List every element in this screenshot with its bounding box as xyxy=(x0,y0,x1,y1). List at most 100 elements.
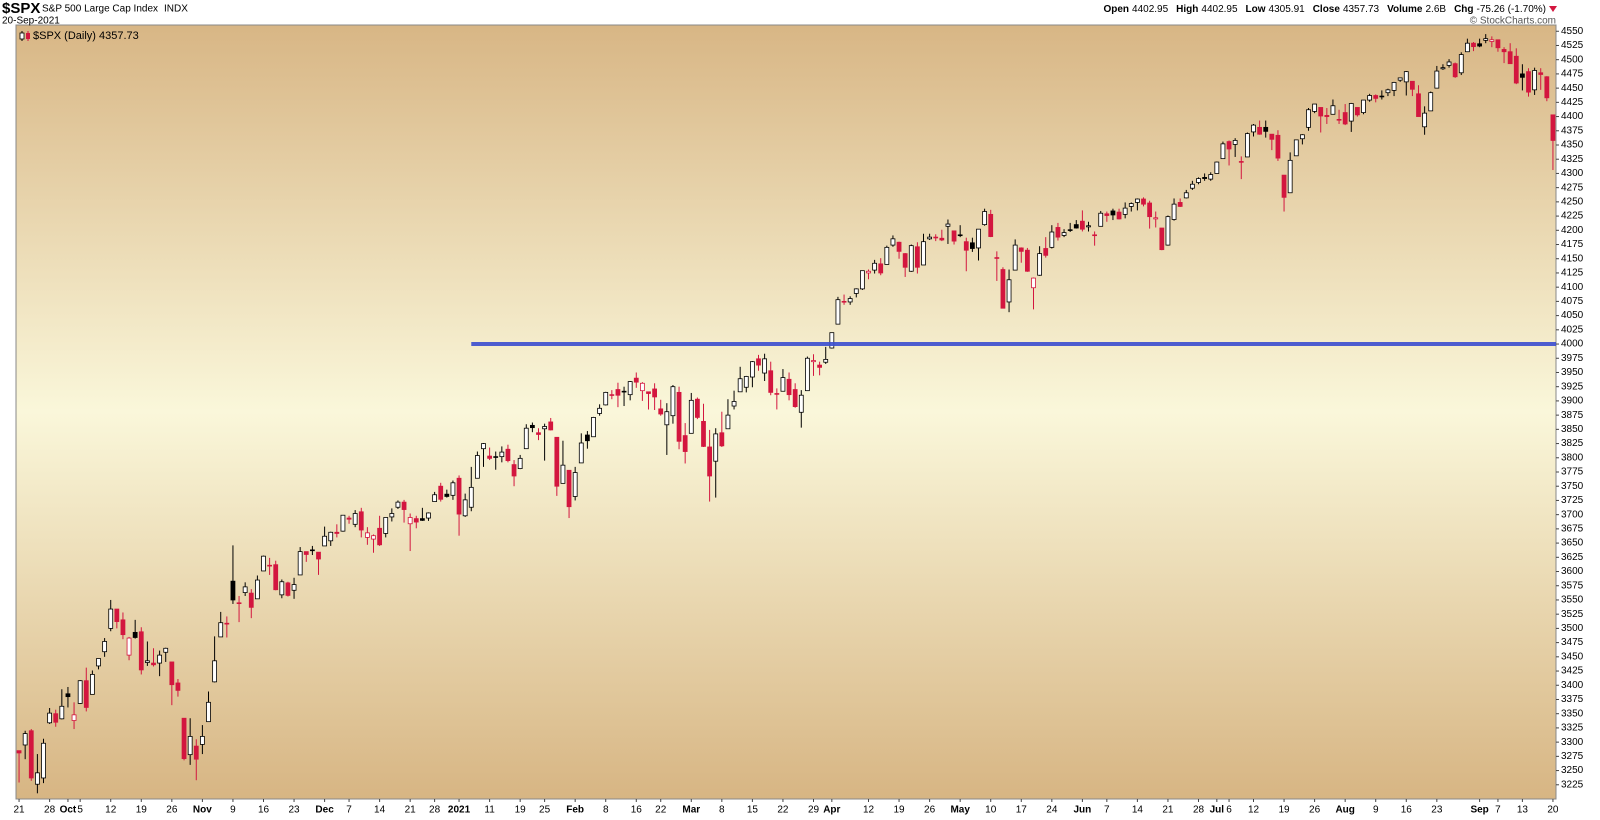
candle-body xyxy=(175,682,181,691)
y-tick-label: 4025 xyxy=(1561,324,1584,335)
candle-body xyxy=(248,592,254,608)
candle-body xyxy=(1202,177,1207,179)
y-tick-label: 4175 xyxy=(1561,239,1584,250)
candle-body xyxy=(450,482,456,496)
x-tick-label: 10 xyxy=(985,805,997,816)
x-tick-label: 11 xyxy=(484,805,495,816)
x-tick-label: 23 xyxy=(288,805,300,816)
x-tick-label: 17 xyxy=(1016,805,1028,816)
x-tick-label: Oct xyxy=(60,805,77,816)
candle-body xyxy=(1275,134,1281,159)
candle-body xyxy=(456,477,462,515)
candle-body xyxy=(1458,54,1464,74)
candle-body xyxy=(578,442,584,464)
candle-body xyxy=(627,381,633,396)
candle-body xyxy=(358,511,364,531)
y-tick-label: 3725 xyxy=(1561,495,1584,506)
x-tick-label: 2021 xyxy=(448,805,471,816)
candle-body xyxy=(774,393,780,395)
candle-body xyxy=(438,485,444,500)
candle-body xyxy=(1489,39,1495,42)
candle-body xyxy=(719,432,725,447)
x-tick-label: 22 xyxy=(777,805,789,816)
y-tick-label: 3350 xyxy=(1561,708,1584,719)
x-tick-label: Aug xyxy=(1335,805,1354,816)
candle-body xyxy=(1513,55,1519,84)
candle-body xyxy=(1116,211,1122,220)
candle-body xyxy=(1147,202,1152,218)
candle-body xyxy=(1257,126,1262,135)
y-tick-label: 3400 xyxy=(1561,680,1584,691)
candle-body xyxy=(413,518,419,523)
candle-body xyxy=(1061,232,1067,236)
candle-body xyxy=(1092,234,1097,237)
candle-body xyxy=(22,733,28,746)
x-tick-label: 21 xyxy=(405,805,417,816)
y-tick-label: 4125 xyxy=(1561,268,1584,279)
y-tick-label: 3650 xyxy=(1561,538,1584,549)
candle-body xyxy=(1043,248,1049,256)
y-tick-label: 4275 xyxy=(1561,182,1584,193)
x-tick-label: 25 xyxy=(539,805,551,816)
candle-body xyxy=(615,389,621,396)
candle-body xyxy=(1000,269,1006,309)
candle-body xyxy=(1226,141,1232,150)
candle-body xyxy=(96,658,101,667)
candle-body xyxy=(322,535,327,547)
quote-label: High xyxy=(1176,4,1198,15)
candle-body xyxy=(988,213,994,237)
candle-body xyxy=(1098,212,1104,227)
y-tick-label: 3950 xyxy=(1561,367,1584,378)
candle-body xyxy=(71,714,77,721)
candle-body xyxy=(982,211,987,226)
candle-body xyxy=(285,582,291,596)
y-tick-label: 4525 xyxy=(1561,40,1584,51)
symbol: $SPX xyxy=(2,0,40,17)
candle-body xyxy=(841,300,847,303)
candle-body xyxy=(835,299,841,325)
candle-body xyxy=(1526,71,1531,93)
x-tick-label: 19 xyxy=(515,805,527,816)
x-tick-label: 16 xyxy=(258,805,270,816)
candle-body xyxy=(762,358,767,374)
x-tick-label: 12 xyxy=(863,805,875,816)
candle-body xyxy=(1141,198,1146,205)
candle-body xyxy=(1318,107,1324,117)
candle-body xyxy=(511,464,517,477)
candle-body xyxy=(444,493,450,497)
y-tick-label: 3500 xyxy=(1561,623,1584,634)
candle-body xyxy=(1135,198,1140,203)
candle-body xyxy=(1190,183,1195,189)
candle-body xyxy=(310,549,315,552)
candle-body xyxy=(340,514,346,532)
candle-body xyxy=(169,661,175,686)
y-tick-label: 4225 xyxy=(1561,211,1584,222)
y-tick-label: 3825 xyxy=(1561,438,1584,449)
candle-body xyxy=(1183,192,1189,199)
y-tick-label: 3700 xyxy=(1561,509,1584,520)
candle-body xyxy=(829,332,835,349)
candle-body xyxy=(377,527,382,546)
candle-body xyxy=(267,564,272,567)
x-tick-label: 26 xyxy=(1309,805,1321,816)
x-tick-label: 16 xyxy=(631,805,643,816)
y-tick-label: 4475 xyxy=(1561,69,1584,80)
candle-body xyxy=(603,391,609,406)
y-tick-label: 3250 xyxy=(1561,765,1584,776)
candle-body xyxy=(1336,119,1342,121)
candle-body xyxy=(1446,61,1452,66)
candle-body xyxy=(908,245,914,272)
candle-body xyxy=(688,399,694,434)
candle-body xyxy=(1440,67,1446,70)
y-tick-label: 4075 xyxy=(1561,296,1584,307)
x-tick-label: 21 xyxy=(13,805,25,816)
candle-body xyxy=(1171,203,1177,220)
candle-body xyxy=(1471,42,1476,48)
candle-body xyxy=(811,360,816,363)
quote-label: Open xyxy=(1103,4,1129,15)
x-tick-label: 12 xyxy=(1248,805,1260,816)
x-tick-label: 15 xyxy=(747,805,759,816)
candle-body xyxy=(731,401,737,407)
candle-body xyxy=(743,376,749,388)
candle-body xyxy=(1208,174,1214,180)
